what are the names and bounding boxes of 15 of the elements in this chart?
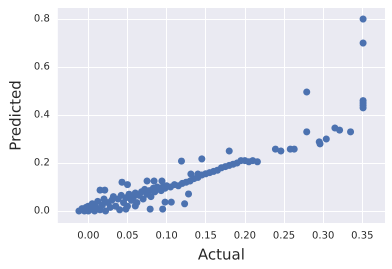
x-tick-label: 0.00 xyxy=(77,230,100,242)
x-tick-label: 0.20 xyxy=(234,230,256,242)
x-tick-label: 0.10 xyxy=(155,230,178,242)
x-tick-label: 0.15 xyxy=(194,230,217,242)
y-tick-label: 0.2 xyxy=(34,158,50,169)
x-tick-label: 0.35 xyxy=(351,230,374,242)
x-tick-label: 0.05 xyxy=(116,230,139,242)
x-tick-label: 0.30 xyxy=(312,230,334,242)
x-tick-label: 0.25 xyxy=(272,230,296,242)
y-tick-label: 0.8 xyxy=(34,14,50,25)
x-axis-title: Actual xyxy=(198,246,245,264)
y-tick-label: 0.4 xyxy=(34,110,50,121)
y-tick-label: 0.6 xyxy=(34,62,50,73)
y-axis-title: Predicted xyxy=(6,80,24,151)
y-tick-label: 0.0 xyxy=(34,206,50,216)
